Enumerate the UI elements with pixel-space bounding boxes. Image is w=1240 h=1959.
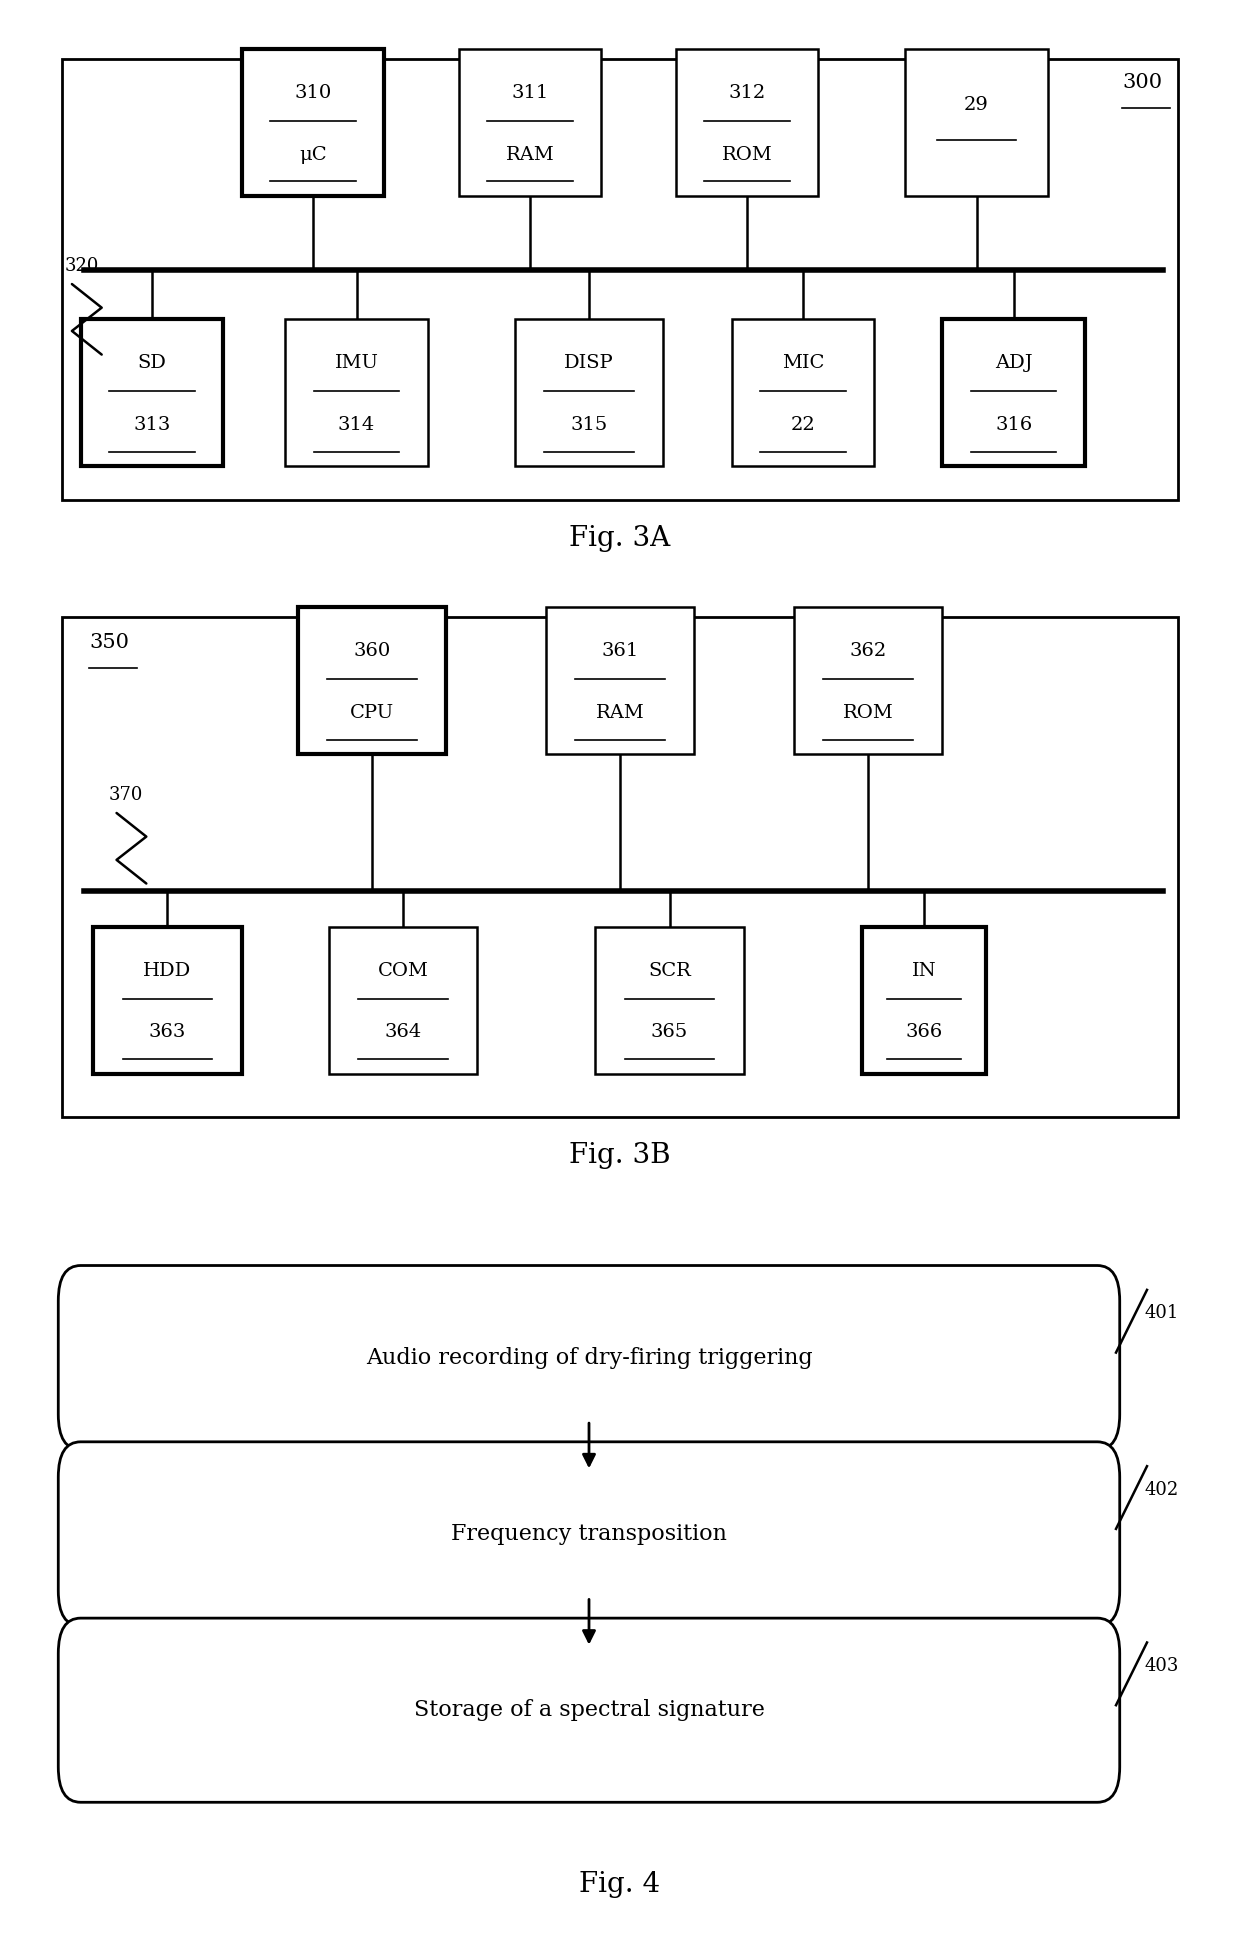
Text: DISP: DISP bbox=[564, 355, 614, 372]
Text: Frequency transposition: Frequency transposition bbox=[451, 1522, 727, 1546]
Text: 312: 312 bbox=[728, 84, 766, 102]
Bar bbox=[595, 927, 744, 1074]
FancyBboxPatch shape bbox=[58, 1618, 1120, 1802]
FancyBboxPatch shape bbox=[58, 1442, 1120, 1626]
Bar bbox=[62, 617, 1178, 1117]
Text: Fig. 3A: Fig. 3A bbox=[569, 525, 671, 552]
Bar bbox=[298, 607, 446, 754]
Text: 320: 320 bbox=[64, 257, 99, 276]
Text: 366: 366 bbox=[905, 1023, 942, 1042]
Text: MIC: MIC bbox=[781, 355, 825, 372]
Text: 29: 29 bbox=[963, 96, 990, 114]
Text: 300: 300 bbox=[1122, 72, 1162, 92]
Bar bbox=[81, 319, 223, 466]
Text: μC: μC bbox=[299, 145, 327, 165]
Text: 402: 402 bbox=[1145, 1481, 1179, 1499]
Text: Audio recording of dry-firing triggering: Audio recording of dry-firing triggering bbox=[366, 1346, 812, 1369]
Text: IN: IN bbox=[911, 962, 936, 980]
Text: 310: 310 bbox=[294, 84, 332, 102]
Bar bbox=[676, 49, 818, 196]
Text: 365: 365 bbox=[651, 1023, 688, 1042]
Bar bbox=[794, 607, 942, 754]
Text: ROM: ROM bbox=[843, 703, 893, 723]
Text: RAM: RAM bbox=[506, 145, 554, 165]
Text: CPU: CPU bbox=[350, 703, 394, 723]
Text: 362: 362 bbox=[849, 643, 887, 660]
Text: 350: 350 bbox=[89, 633, 129, 652]
Text: 311: 311 bbox=[511, 84, 549, 102]
Text: Fig. 4: Fig. 4 bbox=[579, 1871, 661, 1898]
Bar bbox=[93, 927, 242, 1074]
Bar bbox=[459, 49, 601, 196]
Text: 22: 22 bbox=[791, 415, 815, 435]
Text: SCR: SCR bbox=[649, 962, 691, 980]
Text: 403: 403 bbox=[1145, 1657, 1179, 1675]
Bar bbox=[242, 49, 384, 196]
Text: Fig. 3B: Fig. 3B bbox=[569, 1142, 671, 1170]
Text: 316: 316 bbox=[994, 415, 1033, 435]
Bar bbox=[515, 319, 663, 466]
Text: 370: 370 bbox=[109, 786, 144, 805]
Text: HDD: HDD bbox=[144, 962, 191, 980]
Bar bbox=[546, 607, 694, 754]
Text: 360: 360 bbox=[353, 643, 391, 660]
Text: RAM: RAM bbox=[595, 703, 645, 723]
Text: 315: 315 bbox=[570, 415, 608, 435]
Text: IMU: IMU bbox=[335, 355, 378, 372]
Text: 361: 361 bbox=[601, 643, 639, 660]
Text: 363: 363 bbox=[149, 1023, 186, 1042]
Text: 314: 314 bbox=[337, 415, 376, 435]
Text: 401: 401 bbox=[1145, 1305, 1179, 1322]
Bar bbox=[329, 927, 477, 1074]
Bar bbox=[285, 319, 428, 466]
Bar bbox=[942, 319, 1085, 466]
Text: SD: SD bbox=[138, 355, 166, 372]
Bar bbox=[905, 49, 1048, 196]
Text: 364: 364 bbox=[384, 1023, 422, 1042]
FancyBboxPatch shape bbox=[58, 1266, 1120, 1450]
Text: 313: 313 bbox=[133, 415, 171, 435]
Bar bbox=[732, 319, 874, 466]
Bar bbox=[862, 927, 986, 1074]
Text: ROM: ROM bbox=[722, 145, 773, 165]
Text: COM: COM bbox=[377, 962, 429, 980]
Text: Storage of a spectral signature: Storage of a spectral signature bbox=[414, 1698, 764, 1722]
Bar bbox=[62, 59, 1178, 500]
Text: ADJ: ADJ bbox=[994, 355, 1033, 372]
